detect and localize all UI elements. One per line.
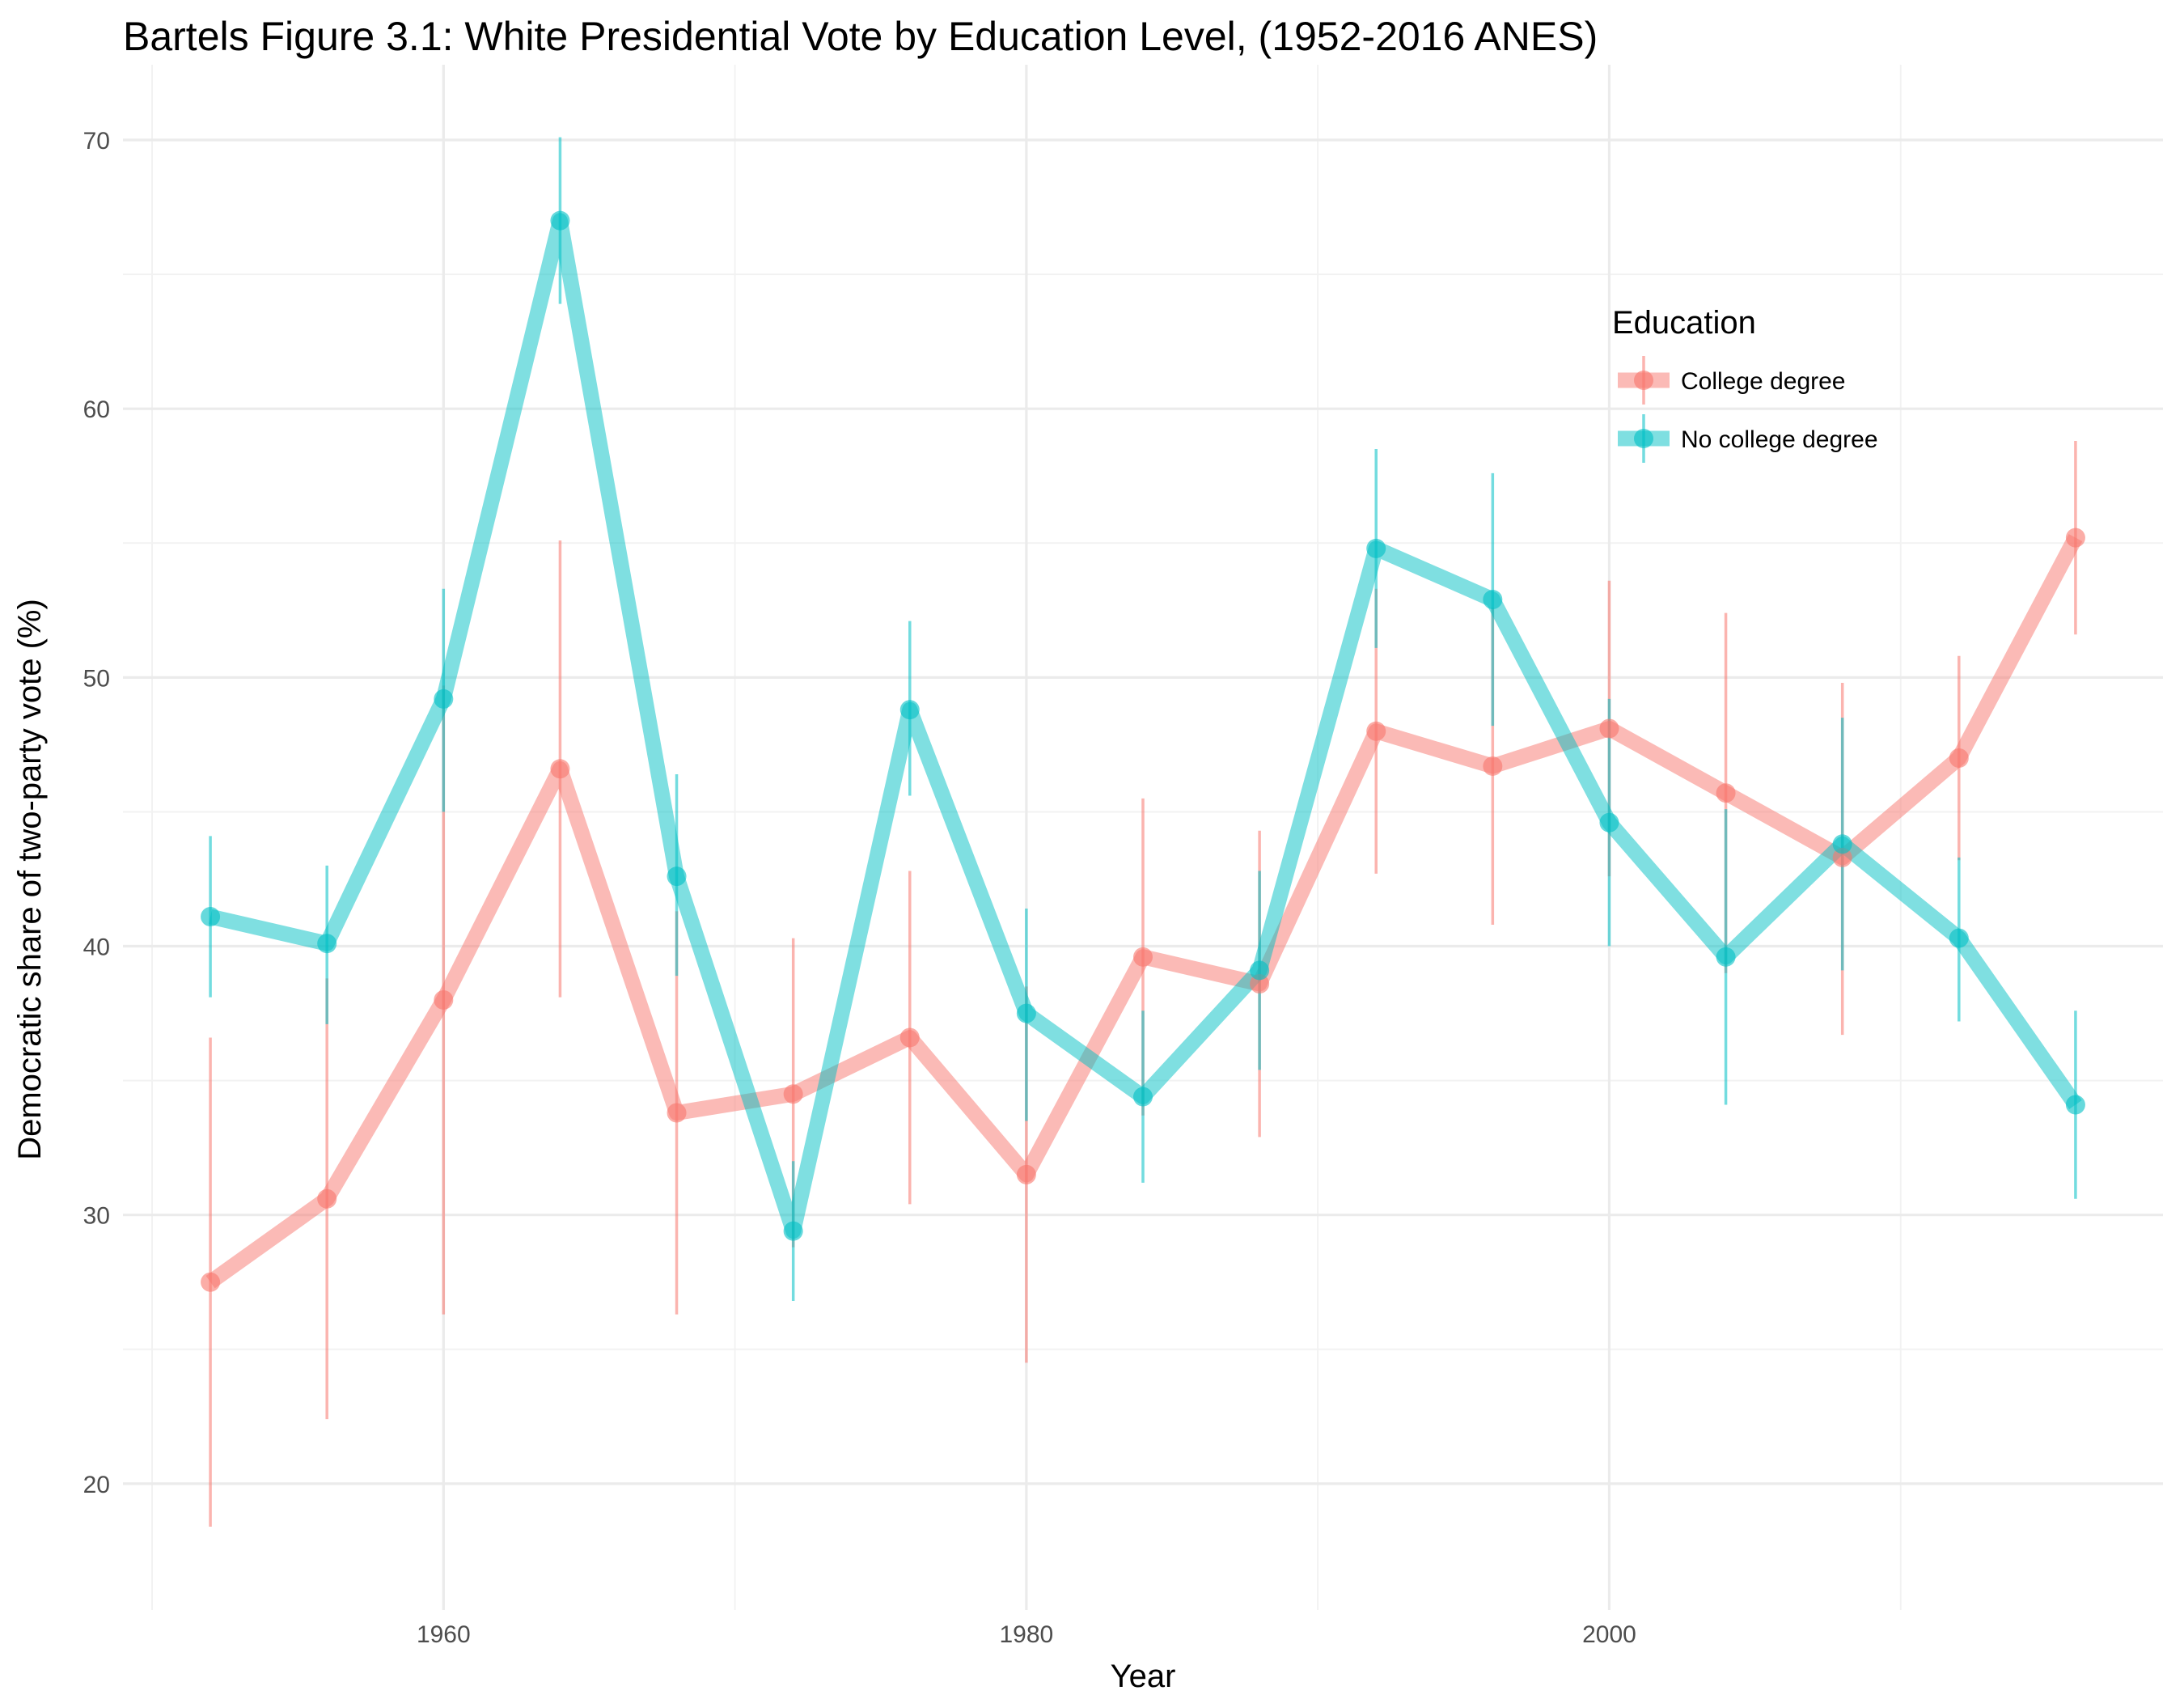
- x-tick-label: 1980: [1000, 1621, 1054, 1648]
- data-point-no-college-degree: [317, 934, 337, 954]
- y-tick-label: 50: [83, 665, 110, 692]
- y-axis-title: Democratic share of two-party vote (%): [12, 599, 48, 1160]
- x-axis-title: Year: [1111, 1659, 1176, 1694]
- y-tick-label: 40: [83, 934, 110, 961]
- data-point-college-degree: [1483, 756, 1503, 776]
- y-tick-label: 30: [83, 1203, 110, 1230]
- data-point-college-degree: [317, 1188, 337, 1209]
- data-point-no-college-degree: [1949, 928, 1969, 948]
- data-point-no-college-degree: [201, 906, 221, 926]
- data-point-no-college-degree: [1133, 1087, 1153, 1107]
- x-axis-ticks: 1960 1980 2000: [417, 1621, 1636, 1648]
- y-tick-label: 70: [83, 128, 110, 155]
- data-point-college-degree: [1016, 1164, 1036, 1184]
- data-point-college-degree: [1949, 748, 1969, 769]
- data-point-no-college-degree: [1016, 1003, 1036, 1023]
- legend: Education College degree No college degre…: [1612, 305, 1878, 463]
- legend-key-point: [1634, 429, 1653, 448]
- series-points: [201, 210, 2085, 1292]
- data-point-college-degree: [899, 1027, 920, 1048]
- data-point-college-degree: [201, 1272, 221, 1292]
- legend-label-no-college-degree: No college degree: [1681, 426, 1878, 453]
- data-point-no-college-degree: [1599, 812, 1619, 833]
- data-point-college-degree: [783, 1084, 803, 1104]
- data-point-no-college-degree: [1832, 834, 1852, 854]
- data-point-college-degree: [550, 759, 570, 779]
- data-point-college-degree: [1133, 947, 1153, 967]
- x-tick-label: 2000: [1582, 1621, 1636, 1648]
- data-point-no-college-degree: [899, 700, 920, 720]
- legend-key-college-degree: [1618, 356, 1670, 405]
- data-point-college-degree: [1832, 847, 1852, 867]
- legend-title: Education: [1612, 305, 1756, 341]
- data-point-college-degree: [2065, 527, 2085, 548]
- y-tick-label: 20: [83, 1472, 110, 1498]
- chart-title: Bartels Figure 3.1: White Presidential V…: [123, 14, 1598, 59]
- data-point-college-degree: [1366, 721, 1386, 741]
- legend-label-college-degree: College degree: [1681, 368, 1845, 395]
- data-point-college-degree: [1250, 974, 1270, 994]
- data-point-college-degree: [667, 1103, 687, 1123]
- y-tick-label: 60: [83, 396, 110, 423]
- data-point-no-college-degree: [667, 866, 687, 887]
- data-point-no-college-degree: [1483, 590, 1503, 610]
- data-point-no-college-degree: [550, 210, 570, 231]
- data-point-no-college-degree: [2065, 1095, 2085, 1115]
- x-tick-label: 1960: [417, 1621, 471, 1648]
- data-point-no-college-degree: [434, 688, 454, 709]
- data-point-college-degree: [434, 989, 454, 1010]
- legend-key-no-college-degree: [1618, 414, 1670, 463]
- data-point-college-degree: [1599, 718, 1619, 739]
- data-point-no-college-degree: [783, 1221, 803, 1241]
- data-point-no-college-degree: [1716, 947, 1736, 967]
- grid: [123, 65, 2163, 1610]
- data-point-no-college-degree: [1250, 960, 1270, 981]
- y-axis-ticks: 20 30 40 50 60 70: [83, 128, 110, 1498]
- legend-key-point: [1634, 371, 1653, 390]
- data-point-college-degree: [1716, 783, 1736, 803]
- data-point-no-college-degree: [1366, 538, 1386, 558]
